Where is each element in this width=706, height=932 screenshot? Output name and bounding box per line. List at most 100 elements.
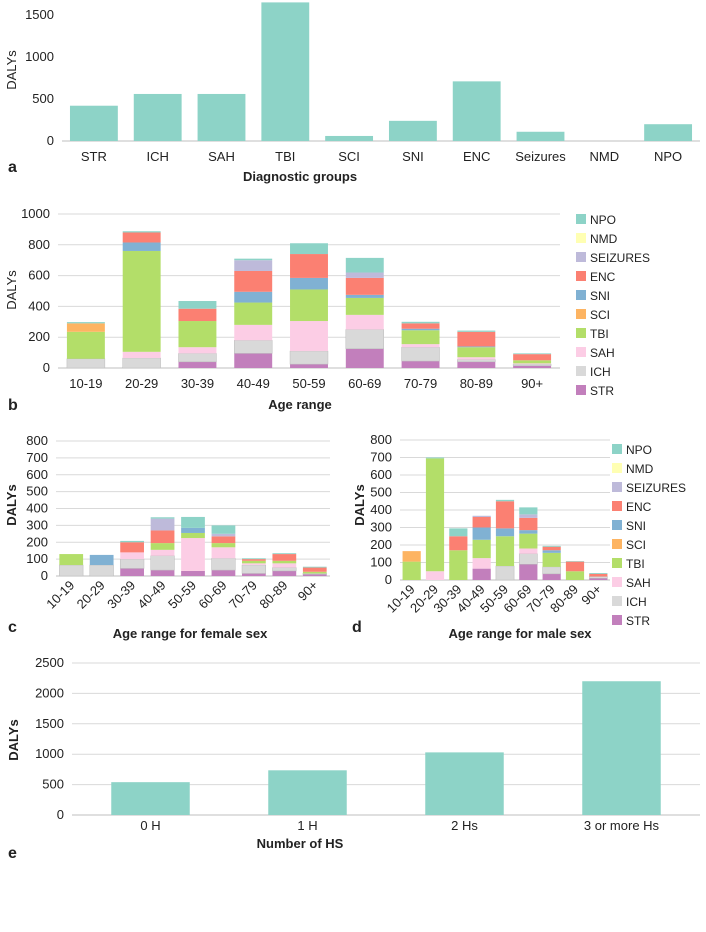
bar-npo-70-79 [242,558,266,560]
bar-str-30-39 [178,361,217,368]
y-tick-label: 300 [26,517,48,532]
bar-ich-50-59 [289,350,329,365]
legend-swatch-sni [612,520,622,530]
bar-npo-40-49 [234,258,273,261]
bar-ich-70-79 [401,346,440,362]
bar-enc-40-49 [234,270,273,292]
bar-TBI [261,2,310,142]
bar-sci-10-19 [402,551,421,562]
y-tick-label: 400 [28,298,50,313]
bar-tbi-10-19 [66,331,105,359]
bar-sni-70-79 [401,328,440,331]
bar-npo-10-19 [66,322,105,324]
legend-swatch-str [612,615,622,625]
x-tick-label: 90+ [521,376,543,391]
y-tick-label: 800 [28,237,50,252]
bar-enc-30-39 [120,542,144,553]
bar-npo-60-69 [519,507,538,515]
bar-npo-60-69 [345,257,384,273]
bar-sah-80-89 [457,357,496,360]
bar-sah-60-69 [211,547,236,559]
legend-label-str: STR [626,614,650,628]
bar-str-80-89 [272,570,297,576]
bar-str-40-49 [472,568,491,580]
bar-enc-70-79 [401,323,440,329]
bar-sah-30-39 [120,552,144,560]
x-tick-label: 60-69 [195,578,229,612]
bar-ENC [452,81,501,141]
bar-ich-10-19 [66,358,106,369]
legend-swatch-ich [612,596,622,606]
bar-ich-30-39 [119,558,145,569]
x-tick-label: 20-29 [125,376,158,391]
bar-sah-40-49 [150,549,175,556]
x-tick-label: 70-79 [226,578,260,612]
legend-swatch-enc [612,501,622,511]
bar-enc-80-89 [457,331,496,347]
bar-STR [69,105,118,141]
bar-npo-70-79 [401,321,440,324]
bar-ich-40-49 [234,340,273,354]
legend-swatch-sci [612,539,622,549]
bar-ich-20-29 [122,357,161,369]
legend-label-sah: SAH [590,346,615,360]
bar-seizures-60-69 [345,272,384,278]
x-tick-label: SNI [402,149,424,164]
bar-enc-60-69 [519,517,538,531]
y-tick-label: 800 [26,433,48,448]
bar-enc-80-89 [272,554,297,561]
y-axis-title: DALYs [4,270,19,310]
bar-npo-90+ [513,353,552,355]
x-tick-label: NPO [654,149,682,164]
bar-tbi-70-79 [542,552,561,567]
bar-1 H [268,770,347,815]
x-tick-label: NMD [589,149,619,164]
legend-swatch-ich [576,366,586,376]
legend-swatch-sah [576,347,586,357]
legend-label-sci: SCI [590,308,610,322]
legend-label-sci: SCI [626,538,646,552]
x-axis-title: Number of HS [257,836,344,851]
bar-npo-60-69 [211,525,236,534]
bar-sni-70-79 [542,550,561,553]
bar-npo-50-59 [290,243,328,255]
x-tick-label: Seizures [515,149,566,164]
legend-label-tbi: TBI [626,557,645,571]
panel-label-a: a [8,159,17,176]
bar-ich-80-89 [272,567,297,572]
bar-ich-10-19 [59,564,84,577]
bar-enc-30-39 [178,308,217,322]
y-tick-label: 500 [42,777,64,792]
bar-seizures-40-49 [472,515,491,517]
legend-swatch-seizures [576,252,586,262]
bar-tbi-90+ [513,360,552,364]
bar-ich-90+ [512,363,552,366]
bar-enc-60-69 [211,536,236,544]
bar-sah-70-79 [401,344,440,348]
y-tick-label: 100 [26,551,48,566]
bar-ich-50-59 [495,565,515,581]
x-tick-label: 70-79 [404,376,437,391]
bar-npo-70-79 [542,545,561,547]
bar-tbi-80-89 [272,560,297,564]
y-tick-label: 1000 [35,746,64,761]
x-tick-label: 40-49 [135,578,169,612]
bar-npo-50-59 [495,499,515,502]
legend-label-ich: ICH [626,595,647,609]
y-tick-label: 0 [41,568,48,583]
bar-tbi-70-79 [401,330,440,345]
y-tick-label: 1000 [25,49,54,64]
bar-sah-20-29 [122,351,161,358]
y-tick-label: 200 [26,534,48,549]
legend-swatch-sah [612,577,622,587]
bar-2 Hs [425,752,504,815]
y-tick-label: 300 [370,520,392,535]
bar-sah-30-39 [178,347,217,354]
bar-ich-60-69 [518,553,538,565]
bar-ich-40-49 [150,555,175,571]
bar-seizures-40-49 [234,260,273,271]
bar-sah-20-29 [425,571,445,580]
y-axis-title: DALYs [4,50,19,90]
legend-swatch-npo [612,444,622,454]
